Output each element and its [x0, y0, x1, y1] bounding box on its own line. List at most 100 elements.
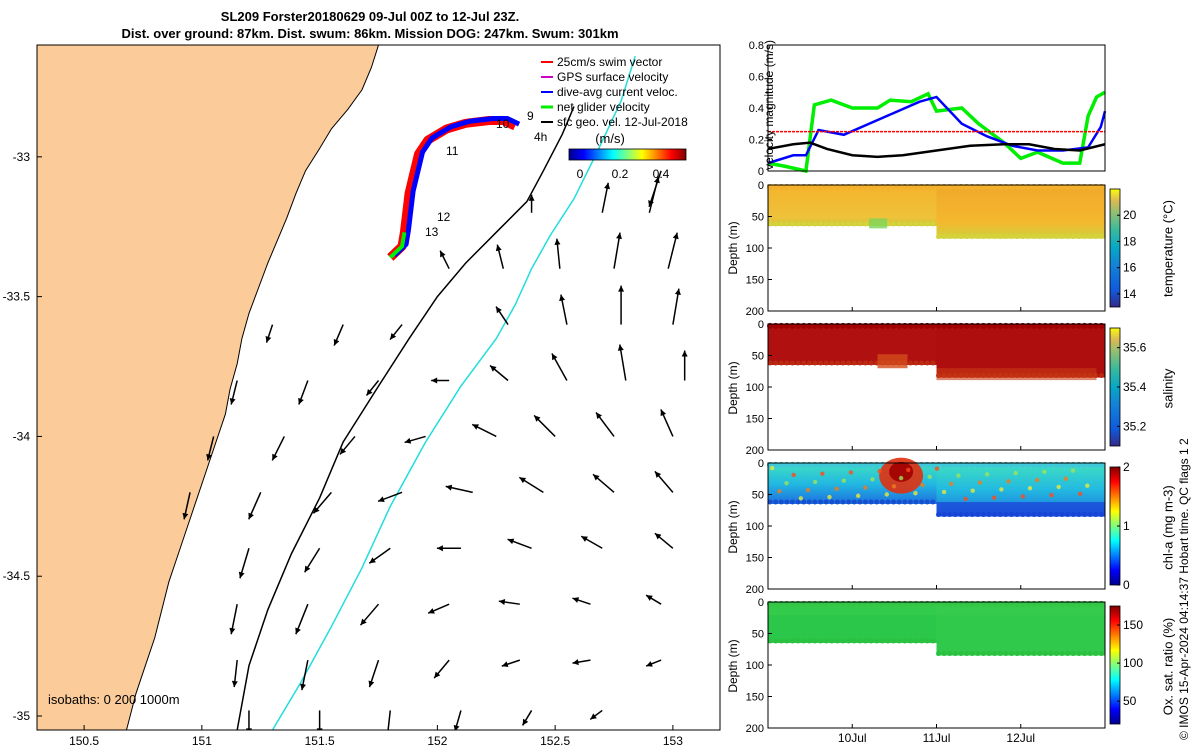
- depth-tick-label: 0: [758, 319, 764, 331]
- current-arrow: [667, 232, 679, 269]
- net-velocity-tail: [388, 231, 407, 259]
- isobath-1000m-line: [271, 55, 636, 730]
- current-arrow: [528, 194, 535, 213]
- current-arrow: [559, 294, 568, 325]
- depth-tick-label: 200: [746, 584, 764, 596]
- current-arrow: [431, 377, 450, 384]
- colorbar-tick-label: 100: [1123, 656, 1143, 670]
- colorbar-tick-label: 20: [1123, 208, 1137, 222]
- isobaths-label: isobaths: 0 200 1000m: [48, 692, 180, 707]
- oxygen-saturation-section: 0 50 100 150 200 50 100 150: [746, 597, 1144, 735]
- depth-tick-label: 100: [746, 521, 764, 533]
- current-arrow: [495, 306, 509, 326]
- map-x-tick-label: 152.5: [540, 734, 570, 748]
- current-arrow: [501, 659, 521, 668]
- current-arrow: [589, 709, 603, 721]
- legend-label-dive: dive-avg current veloc.: [557, 85, 678, 99]
- current-arrow: [495, 244, 505, 269]
- current-arrow: [498, 599, 520, 606]
- colorbar-tick-label: 2: [1123, 460, 1130, 474]
- velocity-tick-label: 0.2: [749, 135, 764, 147]
- depth-tick-label: 150: [746, 414, 764, 426]
- current-arrow: [231, 660, 238, 688]
- current-arrow: [265, 324, 274, 343]
- depth-tick-label: 150: [746, 275, 764, 287]
- current-arrow: [436, 545, 461, 552]
- velocity-tick-label: 0.6: [749, 72, 764, 84]
- colorbar-tick-label: 50: [1123, 694, 1137, 708]
- legend-label-sfc: sfc geo. vel. 12-Jul-2018: [557, 115, 688, 129]
- colorbar-tick-label: 16: [1123, 261, 1137, 275]
- current-arrow: [572, 659, 591, 666]
- colorbar-tick-label: 35.6: [1123, 341, 1147, 355]
- map-x-tick-label: 151: [192, 734, 212, 748]
- current-arrow: [368, 547, 391, 564]
- current-arrow: [518, 476, 544, 493]
- current-arrow: [507, 538, 532, 549]
- map-frame: [36, 44, 721, 731]
- land-mass: [37, 45, 380, 730]
- current-arrow: [298, 380, 309, 405]
- chla-ylabel: Depth (m): [726, 500, 740, 554]
- colorbar-tick-label: 35.2: [1123, 419, 1147, 433]
- velocity-series-line: [767, 90, 1106, 174]
- current-arrow: [660, 409, 674, 437]
- copyright-note: © IMOS 15-Apr-2024 04:14:37 Hobart time.…: [1177, 438, 1191, 740]
- current-arrow: [295, 603, 309, 635]
- current-arrow: [681, 350, 688, 381]
- colorbar-tick-label: 14: [1123, 287, 1137, 301]
- current-arrow: [433, 659, 450, 679]
- dive-current-band: [392, 115, 521, 258]
- colorbar-tick-label: 150: [1123, 618, 1143, 632]
- velocity-y-ticks: 0 0.2 0.4 0.6 0.8: [749, 40, 772, 178]
- current-arrow: [248, 492, 262, 520]
- chl-a-section: 0 50 100 150 200 0 1 2: [746, 457, 1130, 596]
- current-arrow: [580, 535, 603, 549]
- current-arrow: [206, 436, 215, 461]
- section-fill: [768, 324, 937, 365]
- current-arrow: [238, 548, 250, 579]
- salinity-colorbar-label: salinity: [1160, 368, 1176, 409]
- map-y-tick-label: -34.5: [3, 569, 31, 583]
- depth-tick-label: 50: [752, 212, 764, 224]
- oxygen-colorbar-label: Ox. sat. ratio (%): [1160, 617, 1176, 716]
- depth-tick-label: 200: [746, 445, 764, 457]
- legend-label-gps: GPS surface velocity: [557, 70, 668, 84]
- depth-tick-label: 0: [758, 597, 764, 609]
- day-label-12: 12: [437, 210, 451, 224]
- current-arrow: [617, 344, 627, 381]
- colorbar-tick-label: 35.4: [1123, 380, 1147, 394]
- current-arrow: [182, 492, 191, 520]
- colorbar-tick-label: 18: [1123, 234, 1137, 248]
- isobath-200m-line: [236, 106, 575, 730]
- current-arrow: [389, 324, 403, 341]
- colorbar-tick-label: 0: [1123, 578, 1130, 592]
- depth-tick-label: 50: [752, 629, 764, 641]
- section-fill: [768, 185, 937, 226]
- depth-tick-label: 100: [746, 243, 764, 255]
- velocity-tick-label: 0: [758, 166, 764, 178]
- current-arrow: [439, 250, 450, 270]
- temperature-colorbar-label: temperature (°C): [1160, 200, 1176, 297]
- map-x-tick-label: 152: [427, 734, 447, 748]
- temperature-ylabel: Depth (m): [726, 221, 740, 275]
- current-arrow: [365, 380, 380, 396]
- depth-tick-label: 50: [752, 490, 764, 502]
- current-arrow: [554, 238, 561, 269]
- date-x-ticks: 10Jul 11Jul 12Jul: [838, 731, 1035, 745]
- current-arrow: [648, 176, 660, 213]
- map-title-line-1: SL209 Forster20180629 09-Jul 00Z to 12-J…: [220, 9, 520, 24]
- current-arrow: [471, 423, 497, 438]
- map-y-ticks: -33 -33.5 -34 -34.5 -35: [3, 150, 42, 723]
- velocity-ylabel: velocity magnitude (m/s): [762, 39, 776, 171]
- current-arrow: [445, 484, 473, 494]
- velocity-series: [767, 90, 1107, 174]
- current-arrow: [613, 232, 622, 269]
- depth-tick-label: 200: [746, 306, 764, 318]
- colorbar-strip: [568, 148, 687, 161]
- current-arrow: [303, 547, 321, 573]
- temperature-section: 0 50 100 150 200 14 16 18 20: [746, 180, 1137, 318]
- section-fill: [936, 185, 1105, 239]
- current-arrow: [672, 288, 681, 325]
- current-arrow: [387, 710, 392, 730]
